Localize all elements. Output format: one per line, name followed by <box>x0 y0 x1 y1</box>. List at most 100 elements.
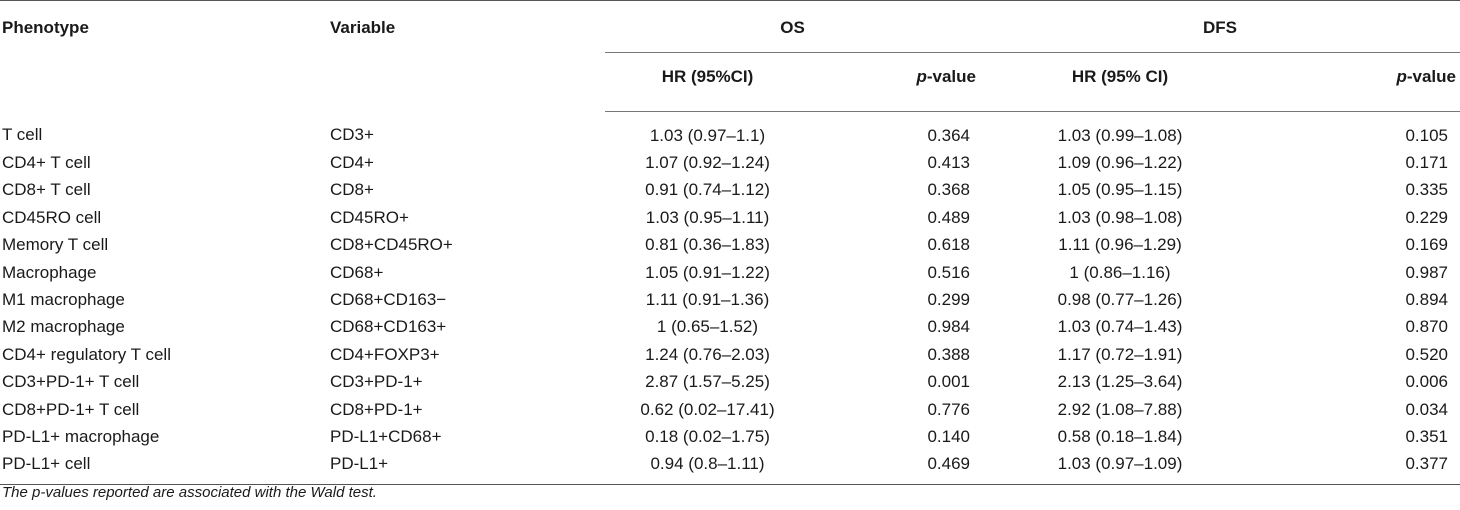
header-variable: Variable <box>330 0 605 112</box>
table-body: T cell CD3+ 1.03 (0.97–1.1) 0.364 1.03 (0.99… <box>0 112 1460 486</box>
table-row: Memory T cell CD8+CD45RO+ 0.81 (0.36–1.83)… <box>0 232 1460 259</box>
cell-dfs-hr: 1 (0.86–1.16) <box>1069 262 1171 282</box>
header-os-p-italic: p <box>916 67 927 86</box>
cell-dfs-hr: 1.03 (0.98–1.08) <box>1057 207 1183 227</box>
header-os-p-rest: -value <box>926 67 976 86</box>
cell-os-pvalue: 0.984 <box>927 317 970 337</box>
table-row: CD45RO cell CD45RO+ 1.03 (0.95–1.11) 0.489 1… <box>0 204 1460 231</box>
table-row: CD4+ regulatory T cell CD4+FOXP3+ 1.24 (0.… <box>0 341 1460 368</box>
cell-phenotype: M1 macrophage <box>2 290 125 310</box>
cell-dfs-hr: 0.98 (0.77–1.26) <box>1057 290 1183 310</box>
table-row: CD8+ T cell CD8+ 0.91 (0.74–1.12) 0.368 1.05… <box>0 177 1460 204</box>
cell-variable: CD8+ <box>330 180 374 200</box>
header-os-hr: HR (95%CI) <box>605 53 810 112</box>
cell-phenotype: PD-L1+ cell <box>0 450 330 486</box>
header-os-rule <box>605 52 980 53</box>
header-dfs-hr: HR (95% CI) <box>980 53 1260 112</box>
cell-dfs-pvalue: 0.987 <box>1405 262 1448 282</box>
cell-dfs-hr: 0.58 (0.18–1.84) <box>1057 426 1183 446</box>
header-dfs-p-rest: -value <box>1406 67 1456 86</box>
cell-dfs-pvalue: 0.229 <box>1405 207 1448 227</box>
cell-phenotype: CD4+ T cell <box>2 153 91 173</box>
cell-os-hr: 0.94 (0.8–1.11) <box>605 450 810 486</box>
cell-dfs-pvalue: 0.006 <box>1405 372 1448 392</box>
cell-dfs-pvalue: 0.894 <box>1405 290 1448 310</box>
cell-os-pvalue: 0.413 <box>927 153 970 173</box>
cell-dfs-pvalue: 0.377 <box>1260 450 1460 486</box>
cell-variable: CD3+ <box>330 125 374 145</box>
header-dfs-rule <box>980 52 1460 53</box>
cell-os-pvalue: 0.776 <box>927 399 970 419</box>
cell-os-hr: 1.03 (0.97–1.1) <box>649 125 766 145</box>
cell-phenotype: CD45RO cell <box>2 207 102 227</box>
table-row: CD8+PD-1+ T cell CD8+PD-1+ 0.62 (0.02–17.4… <box>0 396 1460 423</box>
cell-phenotype: T cell <box>2 125 43 145</box>
cell-os-hr: 1.11 (0.91–1.36) <box>645 290 770 310</box>
cell-dfs-pvalue: 0.335 <box>1405 180 1448 200</box>
cell-dfs-hr: 1.09 (0.96–1.22) <box>1057 153 1183 173</box>
cell-phenotype: M2 macrophage <box>2 317 125 337</box>
cell-os-pvalue: 0.140 <box>927 426 970 446</box>
table-row: PD-L1+ macrophage PD-L1+CD68+ 0.18 (0.02–1… <box>0 423 1460 450</box>
cell-variable: CD8+CD45RO+ <box>330 235 453 255</box>
table-row: CD3+PD-1+ T cell CD3+PD-1+ 2.87 (1.57–5.25… <box>0 369 1460 396</box>
cell-os-pvalue: 0.469 <box>810 450 980 486</box>
cell-os-hr: 1.07 (0.92–1.24) <box>645 153 770 173</box>
cell-dfs-hr: 1.03 (0.74–1.43) <box>1057 317 1183 337</box>
table-row: M1 macrophage CD68+CD163− 1.11 (0.91–1.36)… <box>0 286 1460 313</box>
cell-os-pvalue: 0.489 <box>927 207 970 227</box>
results-table-container: Phenotype Variable OS DFS HR (95%CI) p-v… <box>0 0 1460 486</box>
cell-phenotype: PD-L1+ macrophage <box>2 426 160 446</box>
cell-os-pvalue: 0.001 <box>927 372 970 392</box>
cell-dfs-hr: 2.13 (1.25–3.64) <box>1057 372 1183 392</box>
table-row: CD4+ T cell CD4+ 1.07 (0.92–1.24) 0.413 1.09… <box>0 149 1460 176</box>
cell-dfs-hr: 1.11 (0.96–1.29) <box>1058 235 1182 255</box>
cell-os-hr: 1.24 (0.76–2.03) <box>645 344 770 364</box>
cell-variable: CD68+CD163+ <box>330 317 447 337</box>
cell-os-pvalue: 0.299 <box>927 290 970 310</box>
cell-dfs-pvalue: 0.034 <box>1405 399 1448 419</box>
cell-variable: CD3+PD-1+ <box>330 372 423 392</box>
table-row: T cell CD3+ 1.03 (0.97–1.1) 0.364 1.03 (0.99… <box>0 112 1460 150</box>
cell-dfs-pvalue: 0.171 <box>1405 153 1448 173</box>
table-row: Macrophage CD68+ 1.05 (0.91–1.22) 0.516 1 (0… <box>0 259 1460 286</box>
cell-dfs-pvalue: 0.870 <box>1405 317 1448 337</box>
cell-dfs-pvalue: 0.520 <box>1405 344 1448 364</box>
cell-phenotype: Macrophage <box>2 262 97 282</box>
header-os-pvalue: p-value <box>810 53 980 112</box>
header-os-group: OS <box>605 0 980 53</box>
cell-variable: CD68+ <box>330 262 384 282</box>
cell-dfs-pvalue: 0.169 <box>1405 235 1448 255</box>
cell-dfs-pvalue: 0.351 <box>1405 426 1448 446</box>
cell-variable: CD4+ <box>330 153 374 173</box>
cell-os-hr: 0.91 (0.74–1.12) <box>645 180 770 200</box>
cell-dfs-hr: 1.05 (0.95–1.15) <box>1057 180 1183 200</box>
cell-os-pvalue: 0.368 <box>927 180 970 200</box>
cell-dfs-pvalue: 0.105 <box>1405 125 1448 145</box>
header-dfs-pvalue: p-value <box>1260 53 1460 112</box>
cell-dfs-hr: 1.17 (0.72–1.91) <box>1057 344 1183 364</box>
header-sub-row: HR (95%CI) p-value HR (95% CI) p-value <box>0 53 1460 112</box>
header-dfs-label: DFS <box>1203 18 1237 37</box>
cell-phenotype: CD8+ T cell <box>2 180 91 200</box>
header-dfs-p-italic: p <box>1396 67 1407 86</box>
header-group-row: Phenotype Variable OS DFS <box>0 0 1460 112</box>
cell-os-hr: 1.03 (0.95–1.11) <box>645 207 770 227</box>
cell-phenotype: CD8+PD-1+ T cell <box>2 399 140 419</box>
header-dfs-group: DFS <box>980 0 1460 53</box>
cell-dfs-hr: 1.03 (0.99–1.08) <box>1057 125 1183 145</box>
table-row: PD-L1+ cell PD-L1+ 0.94 (0.8–1.11) 0.469 1.0… <box>0 450 1460 486</box>
cell-variable: CD45RO+ <box>330 207 409 227</box>
cell-phenotype: Memory T cell <box>2 235 109 255</box>
cell-os-pvalue: 0.516 <box>927 262 970 282</box>
cell-os-hr: 1.05 (0.91–1.22) <box>645 262 770 282</box>
cell-phenotype: CD3+PD-1+ T cell <box>2 372 140 392</box>
cell-variable: PD-L1+ <box>330 450 605 486</box>
cell-variable: CD8+PD-1+ <box>330 399 423 419</box>
cell-os-hr: 1 (0.65–1.52) <box>656 317 759 337</box>
cell-dfs-hr: 1.03 (0.97–1.09) <box>980 450 1260 486</box>
header-phenotype: Phenotype <box>0 0 330 112</box>
header-os-label: OS <box>780 18 805 37</box>
table-footnote: The p-values reported are associated wit… <box>2 484 377 501</box>
table-header: Phenotype Variable OS DFS HR (95%CI) p-v… <box>0 0 1460 112</box>
